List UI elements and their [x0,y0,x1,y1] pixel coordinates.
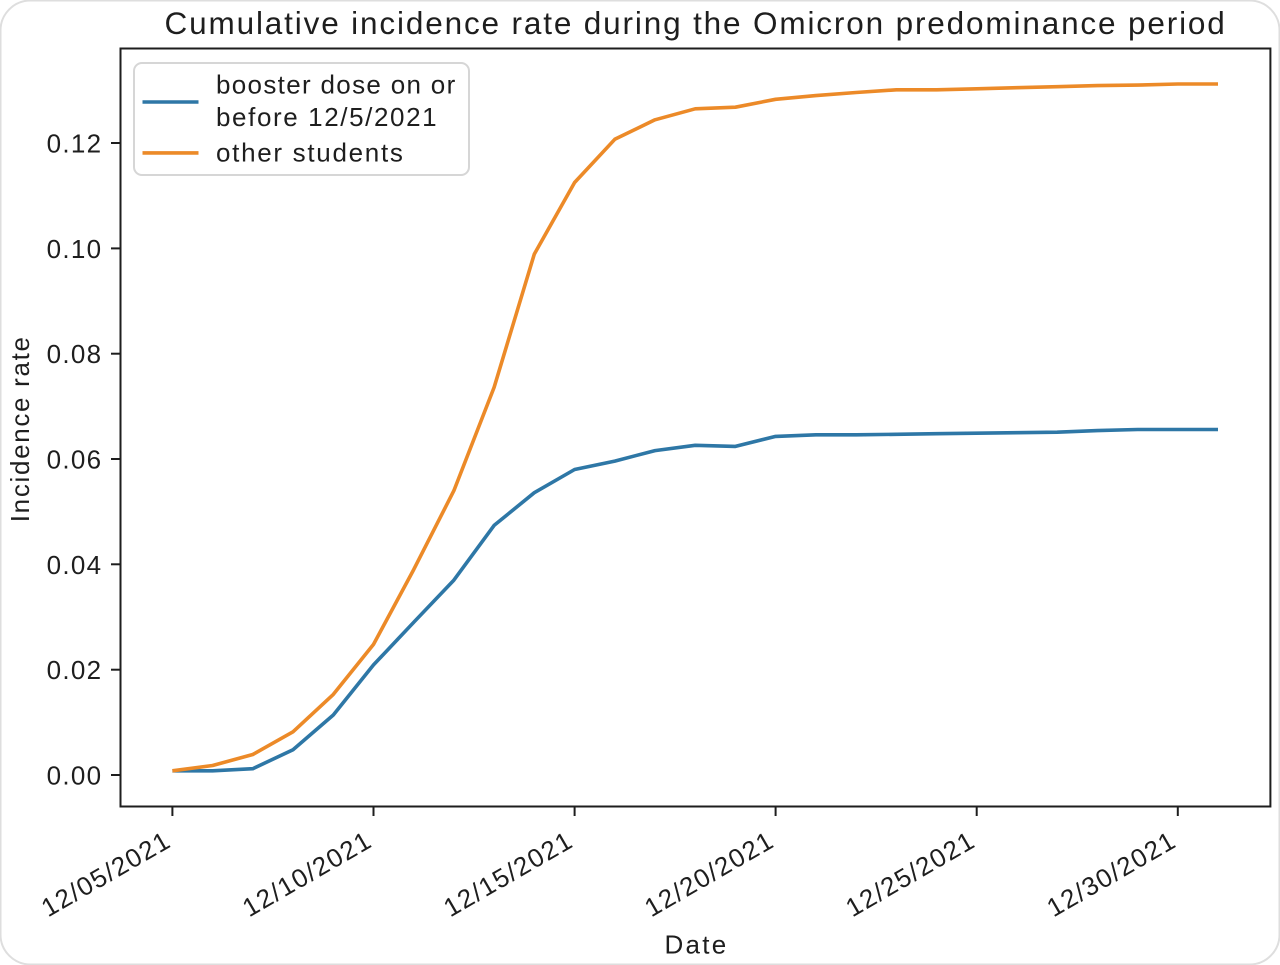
svg-text:Incidence rate: Incidence rate [5,335,35,522]
svg-text:before 12/5/2021: before 12/5/2021 [216,102,438,132]
svg-text:Date: Date [664,930,728,960]
svg-text:0.12: 0.12 [47,129,103,159]
svg-text:0.04: 0.04 [47,550,103,580]
svg-text:booster dose on or: booster dose on or [216,70,457,100]
svg-text:0.08: 0.08 [47,339,103,369]
svg-text:0.02: 0.02 [47,655,103,685]
svg-text:Cumulative incidence rate duri: Cumulative incidence rate during the Omi… [165,5,1227,41]
svg-text:0.00: 0.00 [47,761,103,791]
svg-text:0.06: 0.06 [47,445,103,475]
svg-text:other students: other students [216,138,405,168]
svg-text:0.10: 0.10 [47,234,103,264]
